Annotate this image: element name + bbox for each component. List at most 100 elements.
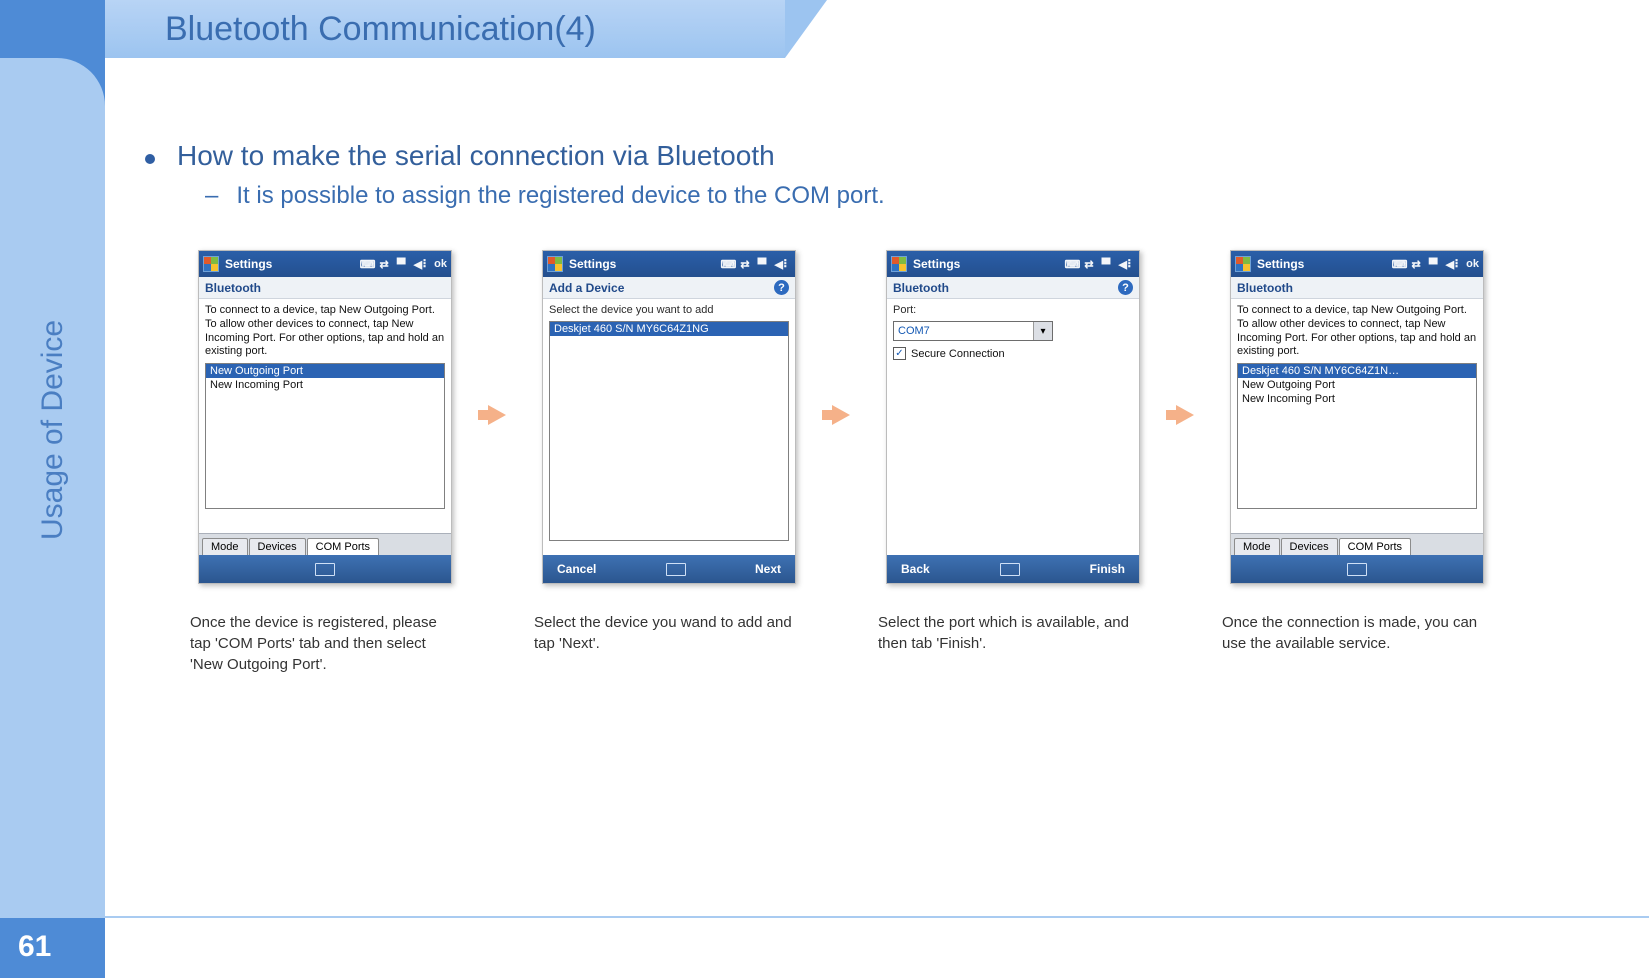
- pda-screen-4: Settings ⌨ ⇄ ▝▘ ◀⠇ ok Bluetooth To conne…: [1230, 250, 1484, 584]
- dash-icon: –: [205, 182, 218, 210]
- titlebar-label: Settings: [913, 257, 960, 271]
- port-listbox[interactable]: Deskjet 460 S/N MY6C64Z1N… New Outgoing …: [1237, 363, 1477, 509]
- tab-devices[interactable]: Devices: [1281, 538, 1338, 555]
- step4-caption: Once the connection is made, you can use…: [1222, 612, 1492, 654]
- tab-devices[interactable]: Devices: [249, 538, 306, 555]
- keyboard-icon: ⌨: [360, 258, 376, 271]
- step-3: Settings ⌨ ⇄ ▝▘ ◀⠇ Bluetooth ? Port: COM…: [878, 250, 1148, 654]
- tray-icons: ⌨ ⇄ ▝▘ ◀⠇: [1064, 258, 1135, 271]
- list-item-selected[interactable]: Deskjet 460 S/N MY6C64Z1NG: [550, 322, 788, 336]
- pda-titlebar: Settings ⌨ ⇄ ▝▘ ◀⠇: [543, 251, 795, 277]
- arrow-icon: [1168, 250, 1202, 425]
- pda-bottombar: [1231, 555, 1483, 583]
- pda-screen-1: Settings ⌨ ⇄ ▝▘ ◀⠇ ok Bluetooth To conne…: [198, 250, 452, 584]
- tab-mode[interactable]: Mode: [1234, 538, 1280, 555]
- secure-label: Secure Connection: [911, 348, 1005, 360]
- keyboard-icon: ⌨: [1064, 258, 1080, 271]
- footer-divider: [105, 916, 1649, 918]
- keyboard-toggle-icon[interactable]: [1000, 563, 1020, 576]
- tray-icons: ⌨ ⇄ ▝▘ ◀⠇: [720, 258, 791, 271]
- pda-subtitle: Bluetooth: [199, 277, 451, 299]
- sync-icon: ⇄: [740, 258, 749, 271]
- windows-icon: [547, 256, 563, 272]
- tab-comports[interactable]: COM Ports: [1339, 538, 1411, 555]
- checkbox-icon[interactable]: ✓: [893, 347, 906, 360]
- content-block: How to make the serial connection via Bl…: [145, 140, 1625, 210]
- port-listbox[interactable]: New Outgoing Port New Incoming Port: [205, 363, 445, 509]
- next-button[interactable]: Next: [755, 562, 781, 576]
- pda-bottombar: Cancel Next: [543, 555, 795, 583]
- bullet-dot-icon: [145, 154, 155, 164]
- pda-subtitle: Bluetooth: [1231, 277, 1483, 299]
- tray-icons: ⌨ ⇄ ▝▘ ◀⠇ ok: [1392, 258, 1479, 271]
- list-item[interactable]: New Outgoing Port: [1238, 378, 1476, 392]
- list-item[interactable]: New Incoming Port: [1238, 392, 1476, 406]
- header-bar: Bluetooth Communication(4): [105, 0, 785, 58]
- pda-screen-2: Settings ⌨ ⇄ ▝▘ ◀⠇ Add a Device ? Select…: [542, 250, 796, 584]
- finish-button[interactable]: Finish: [1090, 562, 1125, 576]
- windows-icon: [1235, 256, 1251, 272]
- keyboard-toggle-icon[interactable]: [315, 563, 335, 576]
- pda-body: Port: COM7 ✓ Secure Connection: [887, 299, 1139, 555]
- sync-icon: ⇄: [379, 258, 388, 271]
- speaker-icon: ◀⠇: [414, 258, 431, 271]
- subtitle-text: Add a Device: [549, 281, 624, 295]
- page-number: 61: [18, 930, 51, 964]
- pda-bottombar: [199, 555, 451, 583]
- device-listbox[interactable]: Deskjet 460 S/N MY6C64Z1NG: [549, 321, 789, 541]
- secure-checkbox-row[interactable]: ✓ Secure Connection: [893, 347, 1133, 360]
- keyboard-toggle-icon[interactable]: [1347, 563, 1367, 576]
- signal-icon: ▝▘: [754, 258, 771, 271]
- port-value: COM7: [898, 325, 930, 337]
- help-icon[interactable]: ?: [1118, 280, 1133, 295]
- step3-caption: Select the port which is available, and …: [878, 612, 1148, 654]
- pda-subtitle: Bluetooth ?: [887, 277, 1139, 299]
- main-bullet: How to make the serial connection via Bl…: [177, 140, 775, 172]
- pda-titlebar: Settings ⌨ ⇄ ▝▘ ◀⠇ ok: [199, 251, 451, 277]
- sub-bullet: It is possible to assign the registered …: [236, 182, 884, 210]
- sync-icon: ⇄: [1411, 258, 1420, 271]
- port-label: Port:: [893, 304, 1133, 316]
- cancel-button[interactable]: Cancel: [557, 562, 596, 576]
- pda-body: To connect to a device, tap New Outgoing…: [199, 299, 451, 533]
- arrow-icon: [824, 250, 858, 425]
- tab-comports[interactable]: COM Ports: [307, 538, 379, 555]
- signal-icon: ▝▘: [1098, 258, 1115, 271]
- speaker-icon: ◀⠇: [774, 258, 791, 271]
- pda-body: To connect to a device, tap New Outgoing…: [1231, 299, 1483, 533]
- subtitle-text: Bluetooth: [1237, 281, 1293, 295]
- signal-icon: ▝▘: [393, 258, 410, 271]
- signal-icon: ▝▘: [1425, 258, 1442, 271]
- back-button[interactable]: Back: [901, 562, 930, 576]
- tabstrip: Mode Devices COM Ports: [199, 533, 451, 555]
- list-item-selected[interactable]: New Outgoing Port: [206, 364, 444, 378]
- sync-icon: ⇄: [1084, 258, 1093, 271]
- help-icon[interactable]: ?: [774, 280, 789, 295]
- windows-icon: [891, 256, 907, 272]
- step-1: Settings ⌨ ⇄ ▝▘ ◀⠇ ok Bluetooth To conne…: [190, 250, 460, 675]
- windows-icon: [203, 256, 219, 272]
- tab-mode[interactable]: Mode: [202, 538, 248, 555]
- subtitle-text: Bluetooth: [893, 281, 949, 295]
- speaker-icon: ◀⠇: [1446, 258, 1463, 271]
- step-2: Settings ⌨ ⇄ ▝▘ ◀⠇ Add a Device ? Select…: [534, 250, 804, 654]
- keyboard-toggle-icon[interactable]: [666, 563, 686, 576]
- steps-row: Settings ⌨ ⇄ ▝▘ ◀⠇ ok Bluetooth To conne…: [190, 250, 1492, 675]
- pda-titlebar: Settings ⌨ ⇄ ▝▘ ◀⠇ ok: [1231, 251, 1483, 277]
- pda-bottombar: Back Finish: [887, 555, 1139, 583]
- speaker-icon: ◀⠇: [1118, 258, 1135, 271]
- step1-caption: Once the device is registered, please ta…: [190, 612, 460, 675]
- subtitle-text: Bluetooth: [205, 281, 261, 295]
- tabstrip: Mode Devices COM Ports: [1231, 533, 1483, 555]
- pda-body: Select the device you want to add Deskje…: [543, 299, 795, 555]
- port-dropdown[interactable]: COM7: [893, 321, 1053, 341]
- step2-caption: Select the device you wand to add and ta…: [534, 612, 804, 654]
- titlebar-label: Settings: [569, 257, 616, 271]
- ok-button[interactable]: ok: [434, 258, 447, 270]
- instruction-text: To connect to a device, tap New Outgoing…: [1237, 304, 1477, 359]
- ok-button[interactable]: ok: [1466, 258, 1479, 270]
- step-4: Settings ⌨ ⇄ ▝▘ ◀⠇ ok Bluetooth To conne…: [1222, 250, 1492, 654]
- list-item-selected[interactable]: Deskjet 460 S/N MY6C64Z1N…: [1238, 364, 1476, 378]
- side-label: Usage of Device: [36, 320, 70, 540]
- list-item[interactable]: New Incoming Port: [206, 378, 444, 392]
